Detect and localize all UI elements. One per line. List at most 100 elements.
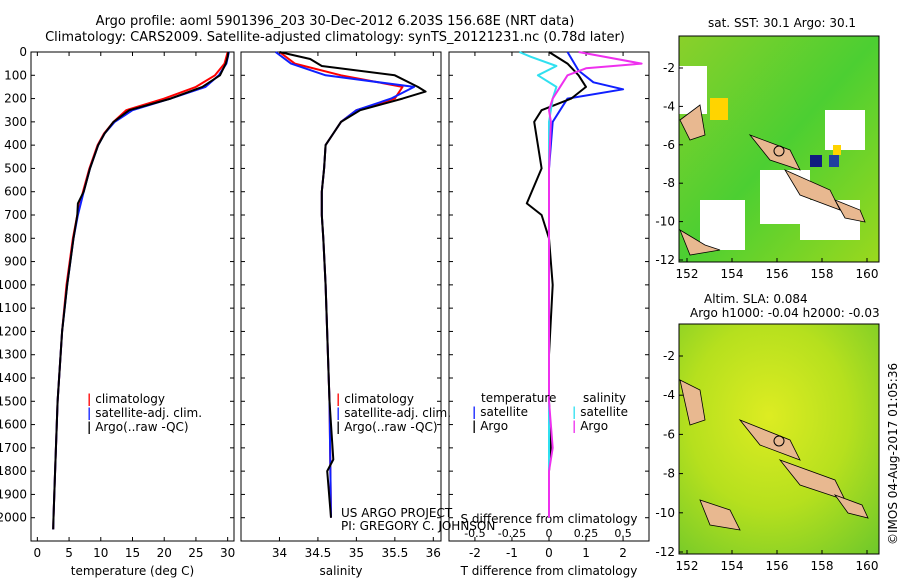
legend-temp-argo: | Argo(..raw -QC) — [87, 420, 189, 434]
legend-diff-temperature-title: temperature — [481, 391, 557, 405]
sla-map-y-tick-label: -4 — [663, 388, 675, 402]
y-tick-label: 400 — [4, 138, 27, 152]
sla-map-title1: Altim. SLA: 0.084 — [704, 292, 808, 306]
sst-map-y-tick-label: -2 — [663, 61, 675, 75]
sla-map-title2: Argo h1000: -0.04 h2000: -0.03 — [690, 306, 880, 320]
sst-map — [678, 35, 880, 263]
sst-map-x-tick-label: 156 — [766, 267, 789, 281]
sla-map-island — [699, 499, 741, 531]
y-tick-label: 1500 — [0, 394, 27, 408]
sst-map-y-tick-label: -12 — [655, 253, 675, 267]
legend-diff-temp-argo: | Argo — [472, 419, 509, 433]
sla-map-x-tick-label: 152 — [676, 559, 699, 573]
series-temperature-satellite — [52, 51, 230, 530]
header-line2: Climatology: CARS2009. Satellite-adjuste… — [45, 30, 625, 45]
sst-map-gap — [825, 110, 865, 150]
x-tick-label-difference: 1 — [582, 546, 590, 560]
header-line1: Argo profile: aoml 5901396_203 30-Dec-20… — [95, 14, 575, 29]
sla-map-y-tick-label: -8 — [663, 467, 675, 481]
x-axis-label-temperature: temperature (deg C) — [71, 564, 194, 578]
sst-map-x-tick-label: 154 — [721, 267, 744, 281]
sst-map-x-tick-label: 158 — [811, 267, 834, 281]
sla-map-x-tick-label: 154 — [721, 559, 744, 573]
y-tick-label: 1900 — [0, 487, 27, 501]
x-tick-label-salinity: 35 — [349, 546, 364, 560]
sla-map-island — [738, 419, 801, 461]
sst-map-island — [834, 199, 866, 223]
sst-map-y-tick-label: -4 — [663, 99, 675, 113]
sst-map-island — [679, 104, 706, 141]
sst-map-gap — [700, 200, 745, 250]
x2-tick-label: 0.5 — [614, 527, 632, 540]
sla-map-island — [833, 494, 869, 519]
sst-map-y-tick-label: -8 — [663, 176, 675, 190]
x-tick-label-temperature: 30 — [220, 546, 235, 560]
x2-tick-label: -0.5 — [464, 527, 485, 540]
legend-temp-climatology: | climatology — [87, 392, 165, 406]
footer-credit: ©IMOS 04-Aug-2017 01:05:36 — [886, 362, 900, 545]
sst-map-frame — [678, 35, 880, 263]
project-line2: PI: GREGORY C. JOHNSON — [341, 519, 496, 533]
sla-map-y-tick-label: -12 — [655, 545, 675, 559]
sst-map-title: sat. SST: 30.1 Argo: 30.1 — [708, 16, 857, 30]
y-tick-label: 1200 — [0, 324, 27, 338]
x-axis-label-salinity: salinity — [319, 564, 362, 578]
x-tick-label-difference: 2 — [619, 546, 627, 560]
series-temperature-argo — [52, 51, 230, 530]
x-tick-label-temperature: 15 — [125, 546, 140, 560]
y-tick-label: 300 — [4, 115, 27, 129]
y-tick-label: 1300 — [0, 348, 27, 362]
x-tick-label-temperature: 0 — [34, 546, 42, 560]
x2-tick-label: 0.25 — [574, 527, 599, 540]
sla-map-x-tick-label: 160 — [856, 559, 879, 573]
y-tick-label: 800 — [4, 231, 27, 245]
sla-map — [678, 323, 880, 555]
x2-axis-label: S difference from climatology — [461, 512, 638, 526]
y-tick-label: 0 — [19, 45, 27, 59]
sst-map-warm-cell — [710, 98, 728, 120]
legend-sal-climatology: | climatology — [336, 392, 414, 406]
y-tick-label: 1600 — [0, 418, 27, 432]
y-tick-label: 1400 — [0, 371, 27, 385]
series-difference-salinity-argo — [548, 51, 643, 518]
y-tick-label: 1800 — [0, 464, 27, 478]
legend-diff-temp-satellite: | satellite — [472, 405, 529, 419]
y-tick-label: 500 — [4, 161, 27, 175]
sst-map-gap — [679, 66, 707, 114]
x-tick-label-salinity: 34.5 — [305, 546, 332, 560]
sla-map-y-tick-label: -2 — [663, 349, 675, 363]
y-tick-label: 2000 — [0, 511, 27, 525]
legend-temp-satellite: | satellite-adj. clim. — [87, 406, 203, 420]
sst-map-cold-cell — [829, 155, 839, 167]
sst-map-island — [748, 134, 801, 171]
sst-map-y-tick-label: -10 — [655, 215, 675, 229]
x-tick-label-difference: 0 — [545, 546, 553, 560]
x2-tick-label: 0 — [546, 527, 553, 540]
legend-diff-salinity-title: salinity — [583, 391, 627, 405]
x-axis-label-difference: T difference from climatology — [460, 564, 638, 578]
sla-map-x-tick-label: 156 — [766, 559, 789, 573]
y-tick-label: 100 — [4, 68, 27, 82]
x-tick-label-temperature: 10 — [93, 546, 108, 560]
x-tick-label-difference: -1 — [506, 546, 518, 560]
sla-map-float-marker — [773, 435, 785, 447]
sla-map-frame — [678, 323, 880, 555]
series-difference-temperature-argo — [525, 51, 587, 518]
sst-map-warm-cell — [833, 145, 841, 155]
sla-map-y-tick-label: -6 — [663, 427, 675, 441]
project-line1: US ARGO PROJECT — [341, 506, 453, 520]
sla-map-island — [679, 379, 706, 426]
sla-map-y-tick-label: -10 — [655, 506, 675, 520]
y-tick-label: 1700 — [0, 441, 27, 455]
sla-map-x-tick-label: 158 — [811, 559, 834, 573]
axes-frame-temperature — [30, 51, 235, 542]
x-tick-label-temperature: 25 — [188, 546, 203, 560]
sst-map-island — [784, 169, 841, 211]
legend-diff-sal-argo: | Argo — [572, 419, 609, 433]
sst-map-y-tick-label: -6 — [663, 138, 675, 152]
sst-map-x-tick-label: 152 — [676, 267, 699, 281]
x-tick-label-salinity: 34 — [272, 546, 287, 560]
axes-frame-salinity — [240, 51, 442, 542]
sst-map-island — [679, 229, 721, 256]
